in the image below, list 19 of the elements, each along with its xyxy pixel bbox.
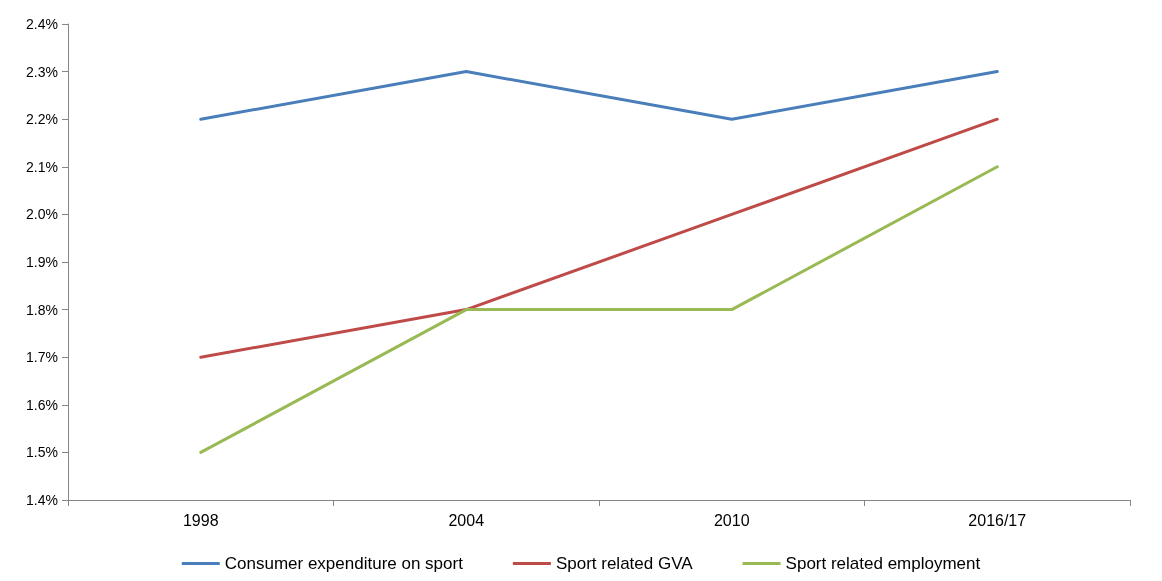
- y-tick-label: 1.5%: [26, 444, 58, 461]
- y-tick-label: 2.2%: [26, 111, 58, 128]
- x-tick-label: 1998: [182, 511, 219, 529]
- y-tick-label: 1.4%: [26, 492, 58, 508]
- line-series: [199, 117, 999, 359]
- y-tick-label: 1.8%: [26, 301, 58, 318]
- y-tick-label: 1.9%: [26, 254, 58, 270]
- y-tick-label: 2.1%: [26, 158, 58, 175]
- legend-label: Sport related employment: [785, 554, 981, 573]
- x-tick-label: 2010: [713, 511, 750, 529]
- x-tick-label: 2016/17: [968, 511, 1027, 529]
- y-tick-label: 1.6%: [26, 396, 58, 413]
- legend-label: Sport related GVA: [555, 554, 694, 573]
- y-tick-label: 1.7%: [26, 349, 58, 366]
- y-tick-label: 2.3%: [26, 63, 58, 80]
- x-tick-label: 2004: [448, 511, 485, 529]
- y-tick-label: 2.4%: [26, 16, 58, 32]
- y-tick-label: 2.0%: [26, 206, 58, 223]
- legend-label: Consumer expenditure on sport: [224, 554, 464, 573]
